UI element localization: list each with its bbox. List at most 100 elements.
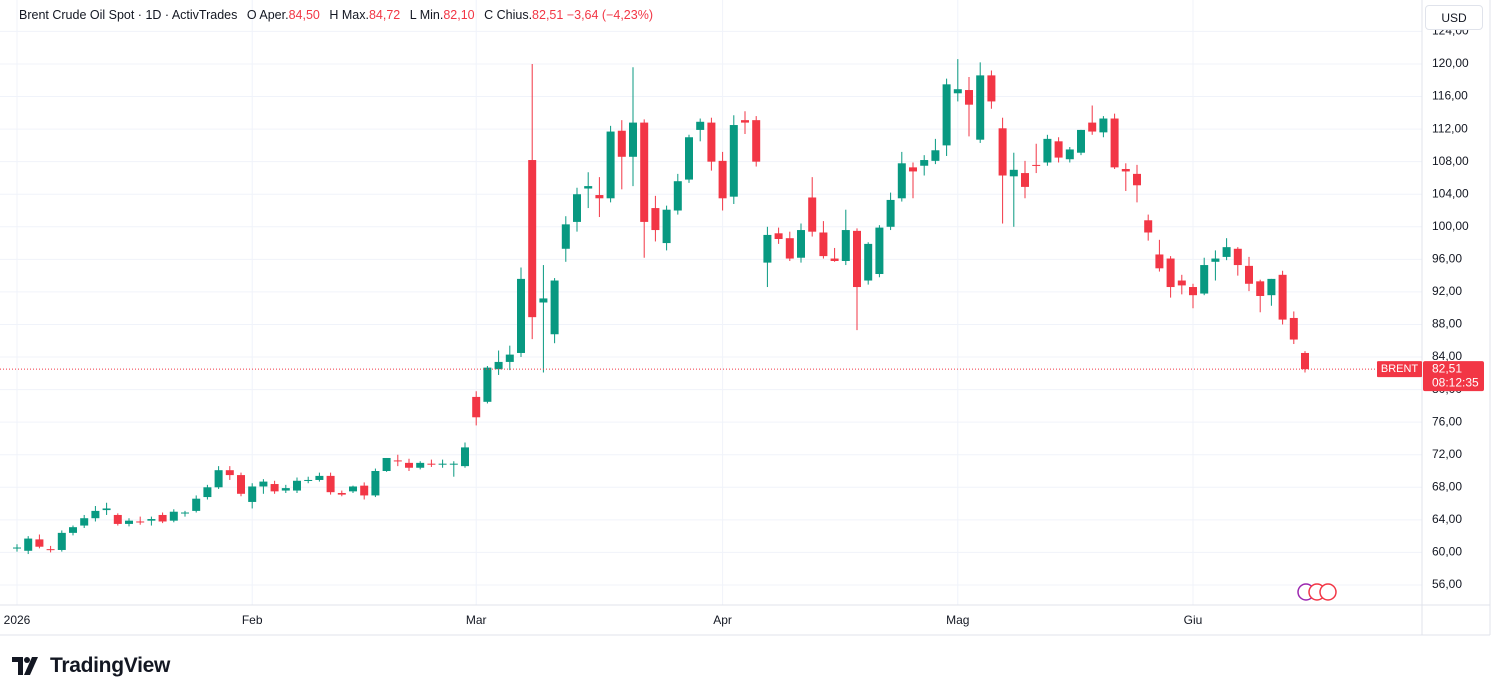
candle-body <box>1200 265 1209 294</box>
y-tick-label: 64,00 <box>1432 512 1462 526</box>
candle-body <box>147 519 156 521</box>
candle-body <box>539 298 548 303</box>
candle-body <box>909 167 917 172</box>
value: 84,50 <box>288 8 320 22</box>
candle-body <box>405 462 413 468</box>
candle-body <box>617 130 626 157</box>
candle-body <box>886 199 895 227</box>
currency-button[interactable]: USD <box>1425 5 1483 30</box>
candle-body <box>517 278 525 353</box>
candle-body <box>69 527 77 533</box>
candle-body <box>651 208 660 231</box>
candle-body <box>1267 278 1276 296</box>
candle-body <box>1077 129 1085 153</box>
candle-body <box>920 160 929 166</box>
candle-body <box>494 361 503 370</box>
candle-body <box>819 232 828 257</box>
y-tick-label: 112,00 <box>1432 121 1468 135</box>
candle-body <box>707 122 716 162</box>
candle-body <box>1289 317 1298 340</box>
event-icon <box>1319 583 1337 601</box>
candle-body <box>461 447 469 467</box>
candle-body <box>752 120 761 162</box>
candle-body <box>573 194 581 222</box>
y-tick-label: 92,00 <box>1432 284 1462 298</box>
candle-body <box>248 486 257 502</box>
candle-body <box>1211 258 1220 262</box>
value: 84,72 <box>368 8 401 22</box>
candle-body <box>1166 258 1175 288</box>
candle-body <box>169 511 178 521</box>
candle-body <box>349 486 357 492</box>
candle-body <box>718 160 727 199</box>
candle-body <box>976 75 985 140</box>
candle-body <box>797 230 805 258</box>
candle-body <box>326 475 335 493</box>
y-tick-label: 100,00 <box>1432 219 1469 233</box>
logo-text: TradingView <box>50 654 171 677</box>
y-tick-label: 88,00 <box>1432 317 1462 331</box>
candle-body <box>225 470 234 476</box>
candle-body <box>729 125 738 197</box>
candle-body <box>125 520 133 524</box>
y-tick-label: 84,00 <box>1432 349 1462 363</box>
symbol-tag-text: BRENT <box>1381 363 1419 375</box>
candle-body <box>763 234 772 263</box>
candle-body <box>371 471 380 496</box>
y-tick-label: 76,00 <box>1432 414 1462 428</box>
candle-body <box>584 186 593 189</box>
candle-body <box>1133 173 1141 186</box>
candle-body <box>942 84 951 146</box>
candle-body <box>595 195 604 199</box>
candle-body <box>1009 169 1018 177</box>
candle-body <box>1144 220 1153 233</box>
y-tick-label: 120,00 <box>1432 56 1469 70</box>
candle-body <box>1110 118 1119 168</box>
y-tick-label: 104,00 <box>1432 186 1469 200</box>
candle-body <box>181 512 189 514</box>
candle-body <box>965 90 973 105</box>
candle-body <box>853 230 861 288</box>
candle-body <box>505 354 514 362</box>
candle-body <box>1088 122 1097 132</box>
y-tick-label: 60,00 <box>1432 545 1462 559</box>
candle-body <box>382 457 391 472</box>
event-icons <box>1297 583 1337 601</box>
candle-body <box>1189 287 1197 296</box>
candle-body <box>629 122 637 157</box>
candle-body <box>438 463 447 465</box>
candle-body <box>472 396 481 418</box>
candle-body <box>774 233 783 240</box>
candle-body <box>808 197 817 232</box>
candle-body <box>1043 138 1052 163</box>
price-axis: 56,0060,0064,0068,0072,0076,0080,0084,00… <box>1432 24 1469 592</box>
candle-body <box>741 120 749 123</box>
candle-body <box>416 462 425 468</box>
candle-body <box>1278 274 1287 320</box>
candle-body <box>113 514 122 524</box>
candle-body <box>1032 164 1041 166</box>
candle-body <box>606 131 615 199</box>
candle-body <box>550 280 559 335</box>
candle-body <box>158 514 167 522</box>
candle-body <box>270 484 279 492</box>
candle-body <box>1054 141 1063 158</box>
candle-body <box>281 488 290 491</box>
candle-body <box>864 243 873 281</box>
candle-body <box>80 518 89 526</box>
x-tick-label: Giu <box>1184 613 1203 627</box>
chart: 56,0060,0064,0068,0072,0076,0080,0084,00… <box>0 0 1491 636</box>
candle-body <box>214 470 223 488</box>
label: C <box>484 8 494 22</box>
candle-body <box>987 75 996 102</box>
candle-body <box>46 549 55 551</box>
candle-body <box>24 538 33 551</box>
candle-body <box>841 230 850 261</box>
label: Chius. <box>496 8 533 22</box>
candle-body <box>528 160 537 318</box>
candle-body <box>102 508 111 511</box>
candle-body <box>259 481 268 487</box>
candle-body <box>136 521 145 523</box>
candle-body <box>57 532 66 550</box>
candle-body <box>360 485 369 496</box>
